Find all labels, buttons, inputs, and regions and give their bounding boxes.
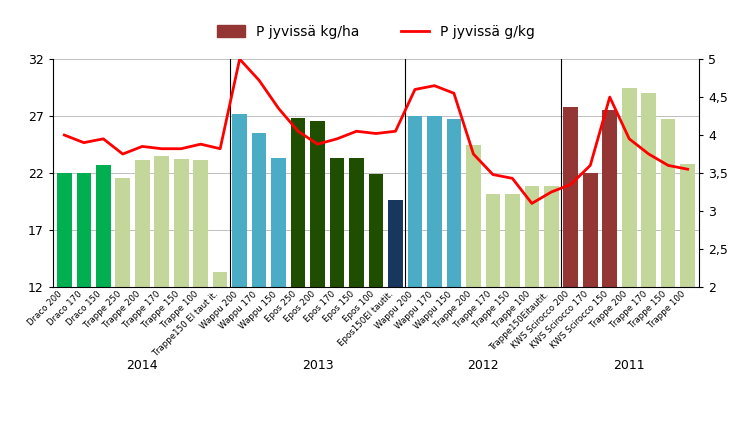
Bar (525, 186, 539, 287)
Bar (213, 272, 227, 287)
Bar (661, 119, 675, 287)
Bar (271, 158, 286, 287)
Bar (408, 116, 423, 287)
Bar (329, 158, 344, 287)
Bar (311, 121, 325, 287)
Bar (116, 178, 130, 287)
Legend: P jyvissä kg/ha, P jyvissä g/kg: P jyvissä kg/ha, P jyvissä g/kg (217, 25, 535, 39)
Bar (174, 160, 189, 287)
Bar (641, 93, 656, 287)
Bar (349, 158, 364, 287)
Bar (232, 114, 247, 287)
Bar (427, 116, 441, 287)
Text: 2011: 2011 (614, 359, 645, 372)
Bar (622, 87, 636, 287)
Bar (486, 194, 500, 287)
Text: 2012: 2012 (467, 359, 499, 372)
Bar (77, 173, 91, 287)
Bar (505, 194, 520, 287)
Bar (96, 165, 111, 287)
Bar (447, 119, 461, 287)
Bar (466, 144, 481, 287)
Bar (681, 164, 695, 287)
Bar (563, 107, 578, 287)
Bar (368, 174, 384, 287)
Bar (57, 173, 71, 287)
Bar (193, 160, 208, 287)
Text: 2014: 2014 (126, 359, 158, 372)
Bar (135, 160, 150, 287)
Bar (252, 133, 266, 287)
Bar (583, 173, 598, 287)
Text: 2013: 2013 (302, 359, 333, 372)
Bar (602, 110, 617, 287)
Bar (388, 200, 403, 287)
Bar (291, 118, 305, 287)
Bar (154, 156, 169, 287)
Bar (544, 186, 559, 287)
